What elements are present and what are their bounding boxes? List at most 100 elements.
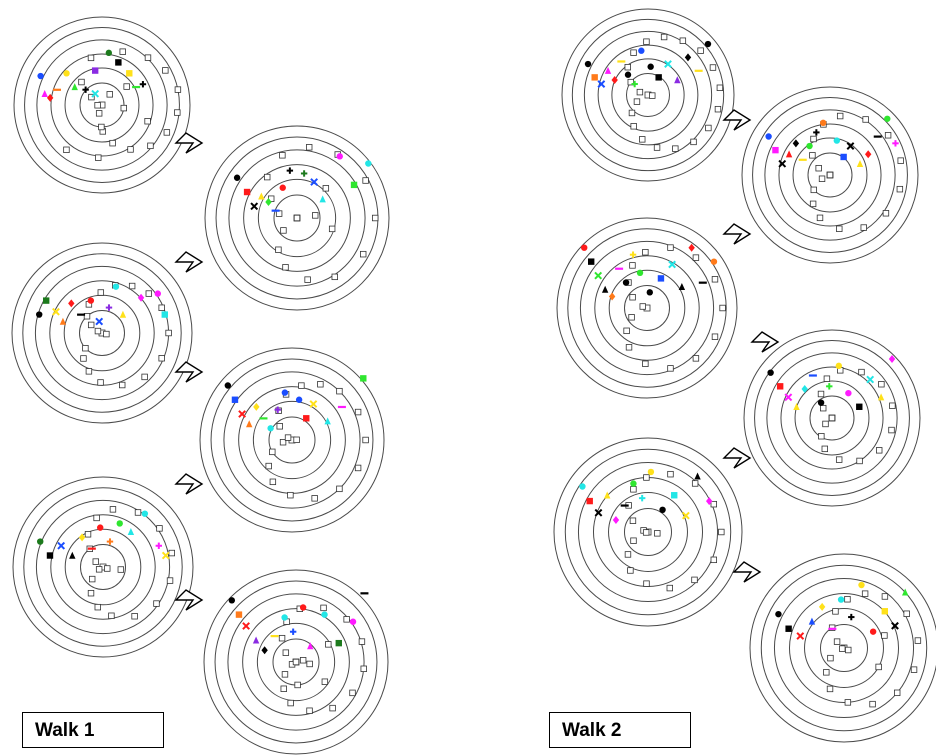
data-point: [303, 415, 310, 422]
walk1-step-5-target: [12, 476, 194, 658]
data-point: [884, 115, 891, 122]
square-marker: [360, 250, 367, 258]
data-point: [611, 76, 618, 85]
data-point: [792, 139, 800, 148]
data-point: [698, 281, 707, 284]
data-point: [365, 160, 372, 167]
data-point: [694, 69, 703, 72]
target-ring: [807, 152, 853, 198]
square-marker: [174, 109, 181, 116]
target-ring: [597, 44, 699, 146]
data-point: [581, 244, 588, 251]
square-marker: [158, 304, 165, 311]
square-marker: [94, 603, 101, 611]
data-point: [901, 588, 909, 596]
target-ring: [579, 240, 715, 376]
data-point: [828, 627, 837, 630]
square-marker: [134, 509, 142, 516]
data-point: [617, 60, 626, 63]
square-marker: [719, 304, 726, 312]
square-marker: [667, 244, 674, 251]
square-marker: [85, 368, 93, 375]
square-marker: [362, 436, 369, 444]
data-point: [668, 260, 677, 269]
data-point: [835, 362, 843, 370]
next-step-arrow: [174, 132, 204, 154]
data-point: [597, 80, 606, 88]
square-marker: [629, 517, 637, 524]
data-point: [620, 504, 629, 507]
data-point: [801, 385, 808, 394]
walk1-label: Walk 1: [22, 712, 164, 748]
square-marker: [109, 506, 117, 513]
target-ring: [754, 340, 910, 496]
walk1-step-3-target: [11, 242, 193, 424]
square-marker: [117, 566, 125, 573]
target-ring: [626, 73, 670, 117]
square-marker: [298, 382, 305, 389]
square-marker: [809, 200, 817, 208]
square-marker: [166, 577, 174, 584]
target-ring: [268, 416, 316, 464]
data-point: [608, 292, 616, 301]
data-point: [776, 383, 784, 390]
square-marker: [630, 486, 637, 493]
data-point: [259, 417, 268, 420]
square-marker: [358, 638, 366, 645]
square-marker: [628, 109, 636, 117]
target-ring: [764, 109, 896, 241]
square-marker: [627, 78, 634, 86]
square-marker: [331, 273, 338, 281]
square-marker: [624, 551, 632, 558]
data-point: [579, 483, 586, 490]
square-marker: [163, 129, 171, 136]
square-marker: [716, 84, 724, 91]
data-point: [52, 88, 61, 91]
square-marker: [628, 314, 635, 321]
target-ring: [50, 514, 156, 620]
square-marker: [869, 700, 876, 708]
square-marker: [861, 590, 869, 597]
square-marker: [672, 145, 679, 152]
data-point: [813, 129, 820, 136]
data-point: [63, 70, 70, 77]
data-point: [321, 611, 328, 618]
square-marker: [119, 381, 126, 389]
data-point: [116, 520, 123, 527]
square-marker: [828, 414, 836, 422]
square-marker: [836, 225, 843, 232]
square-marker: [709, 64, 717, 71]
square-marker: [642, 529, 650, 536]
data-point: [659, 506, 666, 514]
square-marker: [888, 426, 895, 434]
data-point: [132, 85, 141, 89]
square-marker: [371, 214, 379, 222]
data-point: [819, 119, 827, 127]
data-point: [309, 400, 318, 408]
target-ring: [228, 149, 366, 287]
next-step-arrow: [722, 447, 752, 469]
data-point: [622, 279, 630, 286]
square-marker: [84, 531, 92, 538]
square-marker: [858, 368, 865, 376]
data-point: [664, 60, 672, 68]
data-point: [891, 621, 899, 630]
data-point: [295, 396, 303, 403]
data-point: [840, 153, 847, 161]
target-ring: [256, 622, 336, 702]
square-marker: [317, 381, 324, 388]
data-point: [69, 551, 76, 559]
data-point: [837, 596, 845, 603]
square-marker: [95, 566, 103, 573]
data-point: [684, 53, 692, 62]
data-point: [796, 632, 805, 640]
data-point: [775, 610, 782, 618]
walk2-step-2-target: [741, 86, 919, 264]
data-point: [95, 317, 104, 326]
data-point: [289, 628, 297, 635]
data-point: [243, 188, 251, 196]
data-point: [638, 494, 646, 502]
data-point: [817, 399, 825, 406]
square-marker: [280, 227, 287, 234]
square-marker: [97, 289, 105, 296]
